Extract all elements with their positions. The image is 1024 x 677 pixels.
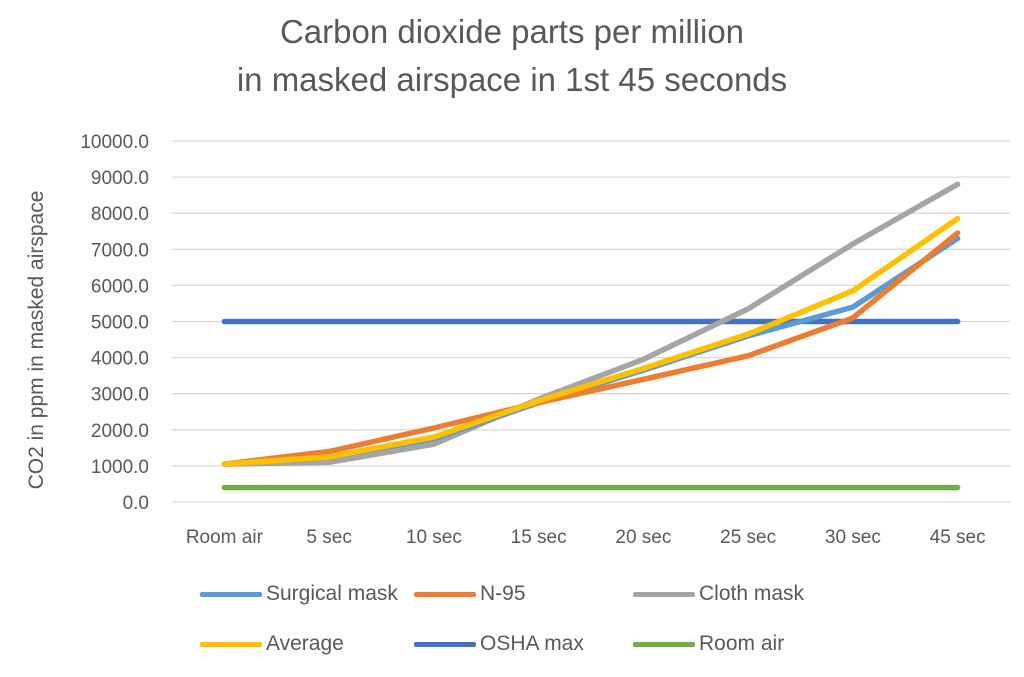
- legend-item: Surgical mask: [200, 574, 398, 614]
- x-tick-label: Room air: [186, 527, 264, 548]
- x-tick-label: 30 sec: [825, 527, 881, 548]
- legend-swatch: [200, 641, 262, 647]
- y-tick-label: 1000.0: [91, 457, 149, 478]
- legend-swatch: [414, 641, 476, 647]
- line-chart: 0.0 1000.0 2000.0 3000.0 4000.0 5000.0 6000.0 7…: [25, 132, 1010, 548]
- legend-item: OSHA max: [414, 624, 584, 664]
- legend-label: N-95: [480, 582, 526, 605]
- legend-label: Room air: [699, 632, 785, 655]
- series-line-cloth-mask: [221, 181, 961, 467]
- chart-title: Carbon dioxide parts per million in mask…: [0, 8, 1024, 104]
- y-tick-label: 0.0: [123, 493, 149, 514]
- legend-item: Cloth mask: [633, 574, 804, 614]
- y-axis-tick-labels: 0.0 1000.0 2000.0 3000.0 4000.0 5000.0 6000.0 7…: [80, 132, 149, 514]
- x-tick-label: 45 sec: [930, 527, 986, 548]
- y-axis-title: CO2 in ppm in masked airspace: [25, 191, 48, 490]
- legend-label: Surgical mask: [266, 582, 398, 605]
- legend-swatch: [633, 591, 695, 597]
- series-line-n-95: [221, 230, 961, 467]
- y-tick-label: 3000.0: [91, 385, 149, 406]
- chart-title-line-1: Carbon dioxide parts per million: [279, 13, 745, 50]
- legend-item: Average: [200, 624, 344, 664]
- x-tick-label: 5 sec: [306, 527, 351, 548]
- legend-item: Room air: [633, 624, 784, 664]
- legend-label: Cloth mask: [699, 582, 805, 605]
- y-tick-label: 6000.0: [91, 276, 149, 297]
- y-tick-label: 7000.0: [91, 240, 149, 261]
- y-tick-label: 8000.0: [91, 204, 149, 225]
- chart-title-line-2: in masked airspace in 1st 45 seconds: [236, 61, 788, 98]
- x-tick-label: 10 sec: [406, 527, 462, 548]
- legend-label: Average: [266, 632, 344, 655]
- x-tick-label: 25 sec: [720, 527, 776, 548]
- x-tick-label: 15 sec: [511, 527, 567, 548]
- series-line-average: [221, 215, 961, 467]
- legend-swatch: [633, 641, 695, 647]
- series-lines: [221, 181, 961, 491]
- legend-swatch: [414, 591, 476, 597]
- x-tick-label: 20 sec: [615, 527, 671, 548]
- y-tick-label: 2000.0: [91, 421, 149, 442]
- y-tick-label: 9000.0: [91, 168, 149, 189]
- y-tick-label: 5000.0: [91, 313, 149, 334]
- legend-label: OSHA max: [480, 632, 584, 655]
- legend-item: N-95: [414, 574, 526, 614]
- x-axis-tick-labels: Room air 5 sec 10 sec 15 sec 20 sec 25 sec 30 …: [186, 527, 986, 548]
- y-tick-label: 10000.0: [80, 132, 149, 153]
- y-tick-label: 4000.0: [91, 349, 149, 370]
- legend-swatch: [200, 591, 262, 597]
